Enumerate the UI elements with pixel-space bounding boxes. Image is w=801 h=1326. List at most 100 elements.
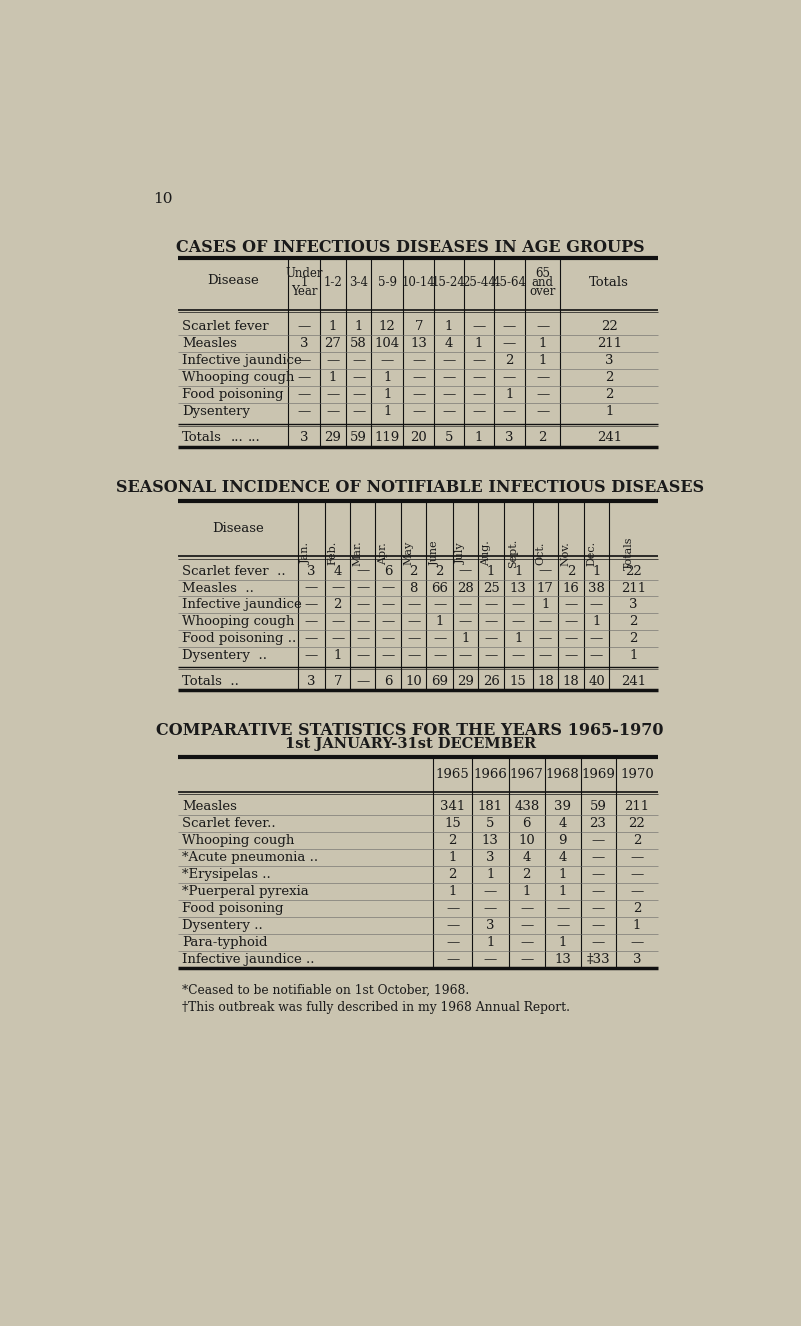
- Text: —: —: [485, 633, 497, 646]
- Text: 3: 3: [605, 354, 614, 367]
- Text: 1: 1: [522, 884, 531, 898]
- Text: ...: ...: [231, 431, 243, 444]
- Text: —: —: [381, 615, 395, 629]
- Text: 45-64: 45-64: [493, 276, 526, 289]
- Text: 1968: 1968: [546, 768, 580, 781]
- Text: 39: 39: [554, 800, 571, 813]
- Text: 1970: 1970: [620, 768, 654, 781]
- Text: 18: 18: [537, 675, 553, 688]
- Text: —: —: [352, 406, 365, 418]
- Text: Dysentery  ..: Dysentery ..: [183, 650, 268, 662]
- Text: —: —: [590, 633, 603, 646]
- Text: —: —: [459, 650, 472, 662]
- Text: —: —: [297, 406, 311, 418]
- Text: 12: 12: [379, 321, 396, 333]
- Text: Feb.: Feb.: [328, 541, 338, 565]
- Text: 4: 4: [445, 337, 453, 350]
- Text: 1: 1: [514, 565, 522, 578]
- Text: 9: 9: [558, 834, 567, 847]
- Text: *Erysipelas ..: *Erysipelas ..: [183, 869, 271, 880]
- Text: —: —: [407, 615, 421, 629]
- Text: 1: 1: [474, 431, 483, 444]
- Text: —: —: [331, 582, 344, 594]
- Text: 2: 2: [605, 389, 614, 402]
- Text: —: —: [503, 337, 516, 350]
- Text: 7: 7: [333, 675, 342, 688]
- Text: 1: 1: [592, 565, 601, 578]
- Text: Under: Under: [285, 267, 323, 280]
- Text: Disease: Disease: [207, 273, 259, 286]
- Text: 2: 2: [630, 615, 638, 629]
- Text: 10: 10: [153, 192, 172, 206]
- Text: —: —: [304, 615, 318, 629]
- Text: 26: 26: [483, 675, 500, 688]
- Text: 1: 1: [329, 321, 337, 333]
- Text: 5: 5: [486, 817, 494, 830]
- Text: —: —: [352, 389, 365, 402]
- Text: 13: 13: [509, 582, 527, 594]
- Text: 6: 6: [384, 565, 392, 578]
- Text: —: —: [412, 354, 425, 367]
- Text: 1: 1: [633, 919, 641, 932]
- Text: 1969: 1969: [581, 768, 615, 781]
- Text: *Ceased to be notifiable on 1st October, 1968.: *Ceased to be notifiable on 1st October,…: [183, 984, 469, 997]
- Text: CASES OF INFECTIOUS DISEASES IN AGE GROUPS: CASES OF INFECTIOUS DISEASES IN AGE GROU…: [175, 239, 645, 256]
- Text: 4: 4: [333, 565, 342, 578]
- Text: —: —: [591, 919, 605, 932]
- Text: 3: 3: [307, 565, 316, 578]
- Text: 17: 17: [537, 582, 553, 594]
- Text: 10: 10: [518, 834, 535, 847]
- Text: 1: 1: [605, 406, 614, 418]
- Text: —: —: [433, 633, 446, 646]
- Text: —: —: [472, 354, 485, 367]
- Text: —: —: [459, 598, 472, 611]
- Text: —: —: [590, 650, 603, 662]
- Text: —: —: [326, 406, 340, 418]
- Text: 10-14: 10-14: [402, 276, 436, 289]
- Text: 38: 38: [588, 582, 605, 594]
- Text: 2: 2: [605, 371, 614, 385]
- Text: —: —: [512, 615, 525, 629]
- Text: Infective jaundice: Infective jaundice: [183, 598, 302, 611]
- Text: 119: 119: [375, 431, 400, 444]
- Text: —: —: [520, 952, 533, 965]
- Text: Food poisoning: Food poisoning: [183, 902, 284, 915]
- Text: —: —: [304, 633, 318, 646]
- Text: —: —: [356, 675, 369, 688]
- Text: —: —: [485, 598, 497, 611]
- Text: Totals: Totals: [183, 431, 222, 444]
- Text: —: —: [536, 406, 549, 418]
- Text: —: —: [536, 321, 549, 333]
- Text: 1-2: 1-2: [324, 276, 342, 289]
- Text: 22: 22: [626, 565, 642, 578]
- Text: 69: 69: [431, 675, 448, 688]
- Text: 1: 1: [354, 321, 363, 333]
- Text: —: —: [304, 598, 318, 611]
- Text: —: —: [630, 851, 643, 865]
- Text: 7: 7: [414, 321, 423, 333]
- Text: 29: 29: [457, 675, 474, 688]
- Text: 1965: 1965: [436, 768, 469, 781]
- Text: 1: 1: [486, 869, 494, 880]
- Text: 59: 59: [350, 431, 367, 444]
- Text: —: —: [485, 615, 497, 629]
- Text: —: —: [630, 936, 643, 948]
- Text: ...: ...: [248, 431, 260, 444]
- Text: 15: 15: [510, 675, 526, 688]
- Text: —: —: [565, 615, 578, 629]
- Text: —: —: [407, 598, 421, 611]
- Text: —: —: [459, 565, 472, 578]
- Text: *Puerperal pyrexia: *Puerperal pyrexia: [183, 884, 309, 898]
- Text: —: —: [591, 884, 605, 898]
- Text: 1: 1: [333, 650, 342, 662]
- Text: 1: 1: [445, 321, 453, 333]
- Text: 1: 1: [383, 406, 392, 418]
- Text: —: —: [446, 902, 460, 915]
- Text: 3: 3: [300, 431, 308, 444]
- Text: —: —: [381, 650, 395, 662]
- Text: —: —: [536, 389, 549, 402]
- Text: 22: 22: [629, 817, 645, 830]
- Text: —: —: [381, 582, 395, 594]
- Text: 1: 1: [486, 936, 494, 948]
- Text: —: —: [539, 565, 552, 578]
